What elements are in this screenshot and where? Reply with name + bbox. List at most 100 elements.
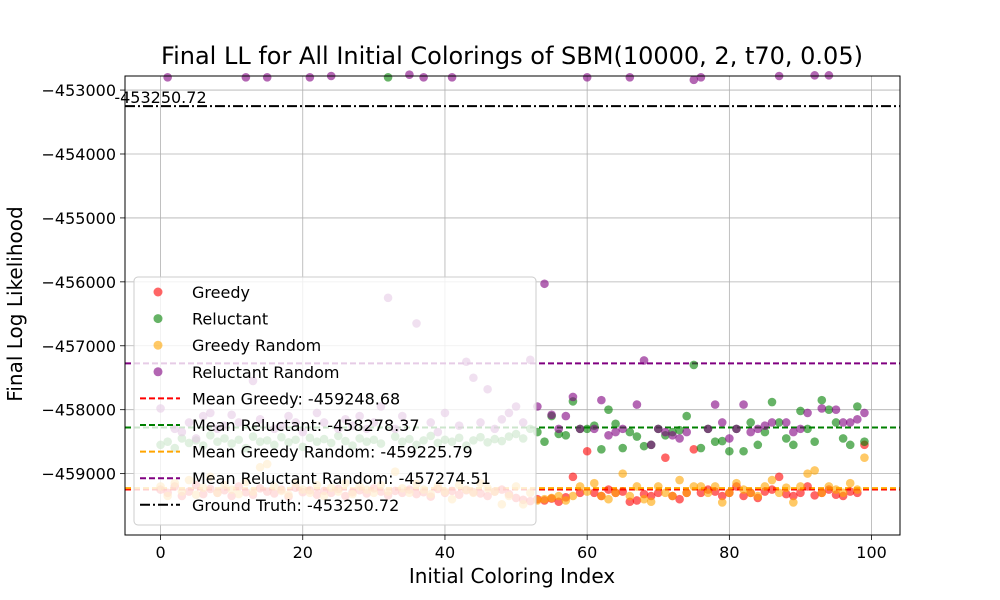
reluctant-point — [774, 418, 784, 427]
legend-marker-greedy — [153, 287, 163, 297]
reluctant-random-point — [781, 418, 791, 427]
reluctant-point — [831, 418, 841, 427]
reluctant-point — [845, 440, 855, 450]
reluctant-point — [561, 430, 571, 440]
reluctant-random-point — [675, 434, 684, 443]
reluctant-point — [739, 446, 748, 456]
greedy-random-point — [753, 491, 763, 501]
reluctant-random-point — [682, 427, 691, 437]
x-tick-label: 80 — [719, 543, 739, 562]
reluctant-random-point — [646, 440, 656, 450]
reluctant-point — [611, 419, 620, 429]
greedy-point — [618, 487, 628, 496]
greedy-random-point — [725, 488, 734, 498]
greedy-random-point — [604, 494, 613, 504]
reluctant-random-point — [760, 421, 770, 430]
reluctant-random-point — [810, 71, 819, 80]
x-tick-label: 60 — [577, 543, 597, 562]
greedy-point — [632, 496, 642, 505]
greedy-random-point — [540, 494, 549, 504]
legend: Greedy Reluctant Greedy Random Reluctant Ra… — [133, 276, 537, 526]
plot-frame — [124, 75, 901, 536]
greedy-random-point — [860, 453, 869, 462]
reluctant-point — [860, 437, 869, 446]
legend-label-greedy-random: Greedy Random — [192, 336, 321, 355]
y-tick-label: −457000 — [42, 337, 116, 356]
reluctant-random-point — [597, 395, 606, 405]
reluctant-random-point — [860, 408, 869, 418]
legend-marker-greedy-random — [153, 340, 163, 350]
reluctant-random-point — [696, 72, 706, 82]
greedy-point — [767, 485, 777, 494]
reluctant-point — [710, 437, 720, 446]
reluctant-random-point — [725, 434, 734, 443]
reluctant-point — [810, 437, 819, 446]
reluctant-random-point — [639, 356, 649, 365]
greedy-random-point — [646, 497, 656, 507]
legend-label-reluctant: Reluctant — [192, 310, 268, 329]
reluctant-random-point — [632, 400, 642, 409]
reluctant-random-point — [838, 418, 848, 427]
reluctant-random-point — [803, 408, 812, 418]
reluctant-random-point — [817, 404, 827, 413]
greedy-point — [582, 446, 592, 456]
greedy-random-point — [696, 482, 706, 491]
greedy-random-point — [639, 494, 649, 504]
reluctant-random-point — [653, 424, 663, 434]
greedy-point — [589, 488, 599, 498]
greedy-random-point — [831, 485, 841, 494]
greedy-random-point — [810, 466, 819, 475]
reluctant-point — [625, 427, 635, 437]
greedy-random-point — [575, 482, 585, 491]
greedy-random-point — [625, 491, 635, 501]
reluctant-point — [838, 434, 848, 443]
greedy-random-point — [853, 485, 862, 494]
greedy-random-point — [668, 491, 677, 501]
greedy-point — [774, 472, 784, 482]
greedy-random-point — [746, 488, 755, 498]
reluctant-random-point — [753, 424, 763, 434]
greedy-point — [689, 445, 699, 454]
reluctant-random-point — [241, 72, 251, 82]
reluctant-random-point — [163, 72, 172, 82]
greedy-point — [653, 488, 663, 498]
reluctant-random-point — [547, 410, 556, 420]
x-axis-label: Initial Coloring Index — [409, 564, 615, 588]
reluctant-point — [817, 395, 827, 405]
greedy-point — [810, 491, 819, 500]
legend-label-ground-truth: Ground Truth: -453250.72 — [192, 496, 399, 515]
greedy-random-point — [661, 488, 670, 498]
greedy-point — [796, 488, 805, 498]
greedy-random-point — [618, 469, 628, 478]
greedy-random-point — [561, 496, 571, 505]
reluctant-random-point — [789, 427, 798, 437]
reluctant-random-point — [739, 400, 748, 409]
reluctant-random-point — [589, 424, 599, 434]
greedy-random-point — [760, 482, 770, 491]
reluctant-random-point — [831, 405, 841, 415]
reluctant-random-point — [845, 418, 855, 427]
greedy-random-point — [682, 488, 691, 498]
greedy-random-point — [597, 491, 606, 501]
reluctant-point — [753, 440, 763, 450]
reluctant-point — [618, 443, 628, 453]
greedy-point — [803, 482, 812, 491]
greedy-point — [845, 487, 855, 496]
greedy-random-point — [796, 482, 805, 491]
reluctant-point — [824, 405, 834, 415]
reluctant-point — [675, 425, 684, 435]
reluctant-point — [632, 432, 642, 441]
reluctant-random-point — [618, 424, 628, 434]
greedy-random-point — [582, 487, 592, 496]
greedy-random-point — [789, 498, 798, 507]
greedy-random-point — [717, 498, 727, 507]
reluctant-point — [696, 443, 706, 453]
greedy-point — [568, 472, 578, 482]
reluctant-point — [540, 437, 549, 446]
axes — [124, 75, 901, 536]
reluctant-random-point — [305, 72, 315, 82]
reluctant-random-point — [732, 424, 741, 434]
greedy-point — [789, 491, 798, 501]
greedy-random-point — [767, 475, 777, 485]
legend-box — [133, 276, 537, 526]
